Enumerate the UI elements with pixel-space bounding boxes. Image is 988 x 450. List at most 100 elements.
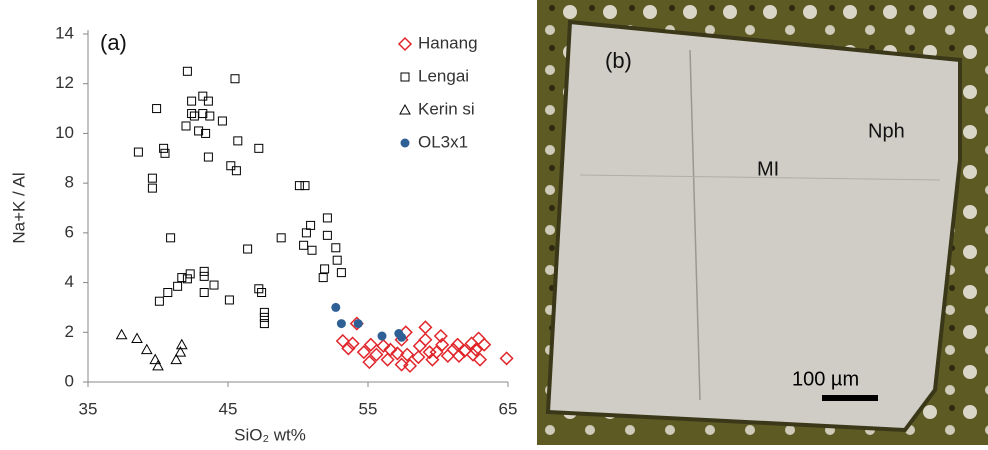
point <box>468 342 483 357</box>
point <box>233 136 243 146</box>
point <box>465 347 481 362</box>
legend-label: Hanang <box>418 33 478 52</box>
point <box>376 338 391 354</box>
crystal <box>545 19 962 433</box>
point <box>205 111 215 121</box>
y-tick-label: 10 <box>55 123 74 142</box>
panel-label: (a) <box>100 30 127 55</box>
point <box>133 147 143 157</box>
point <box>331 302 341 312</box>
point <box>471 331 486 346</box>
legend-marker <box>399 103 411 115</box>
point <box>400 347 415 362</box>
x-tick-label: 45 <box>219 399 238 418</box>
point <box>276 233 286 243</box>
point <box>182 274 192 284</box>
point <box>187 109 197 119</box>
point <box>411 350 426 365</box>
point <box>394 357 409 372</box>
point <box>318 273 328 283</box>
point <box>306 220 316 230</box>
point <box>199 288 209 298</box>
point <box>226 161 236 171</box>
legend-marker <box>400 138 410 148</box>
point <box>230 74 240 84</box>
point <box>301 228 311 238</box>
x-axis-label: SiO₂ wt% <box>234 425 306 444</box>
point <box>341 341 356 356</box>
point <box>170 353 183 365</box>
y-tick-label: 14 <box>55 23 74 42</box>
point <box>209 280 219 290</box>
point <box>152 104 162 114</box>
y-tick-label: 6 <box>65 222 74 241</box>
point <box>345 336 360 351</box>
crack <box>579 174 941 181</box>
point <box>377 331 387 341</box>
photo-panel: (b) MI Nph 100 µm <box>537 0 988 445</box>
point <box>173 281 183 291</box>
point <box>300 181 310 191</box>
y-tick-label: 2 <box>65 322 74 341</box>
point <box>198 91 208 101</box>
crack <box>689 49 701 401</box>
point <box>181 121 191 131</box>
legend-label: OL3x1 <box>418 132 468 151</box>
point <box>418 332 433 347</box>
point <box>332 255 342 265</box>
point <box>177 273 187 283</box>
point <box>259 307 269 317</box>
x-tick-label: 35 <box>79 399 98 418</box>
photo-label: MI <box>757 158 779 180</box>
point <box>203 152 213 162</box>
point <box>198 109 208 119</box>
point <box>166 233 176 243</box>
point <box>154 296 164 306</box>
point <box>175 338 188 350</box>
point <box>159 143 169 153</box>
point <box>457 343 472 358</box>
point <box>257 288 267 298</box>
point <box>363 337 378 352</box>
point <box>477 337 492 352</box>
point <box>199 271 209 281</box>
x-tick-label: 65 <box>499 399 518 418</box>
x-tick-label: 55 <box>359 399 378 418</box>
point <box>189 111 199 121</box>
point <box>307 245 317 255</box>
point <box>322 230 332 240</box>
point <box>433 328 448 344</box>
legend-marker <box>400 72 410 82</box>
point <box>152 359 164 371</box>
point <box>217 116 227 126</box>
point <box>322 213 332 223</box>
legend-label: Kerin si <box>418 99 475 118</box>
point <box>499 351 514 366</box>
point <box>149 353 162 365</box>
point <box>231 166 241 176</box>
point <box>174 346 187 357</box>
panel-label: (b) <box>605 48 632 73</box>
point <box>185 269 195 279</box>
point <box>182 66 192 76</box>
point <box>259 319 269 329</box>
point <box>320 264 330 274</box>
point <box>446 342 461 357</box>
point <box>163 288 173 298</box>
point <box>140 343 153 355</box>
point <box>147 173 157 183</box>
point <box>254 143 264 153</box>
point <box>335 333 350 349</box>
point <box>187 96 197 106</box>
point <box>380 352 395 367</box>
point <box>435 337 450 352</box>
point <box>131 332 143 343</box>
y-axis-label: Na+K / Al <box>9 172 28 243</box>
point <box>362 355 377 370</box>
y-tick-label: 12 <box>55 73 74 92</box>
point <box>147 183 157 193</box>
point <box>412 338 427 354</box>
legend-label: Lengai <box>418 66 469 85</box>
legend-marker <box>397 36 413 52</box>
point <box>203 96 213 106</box>
